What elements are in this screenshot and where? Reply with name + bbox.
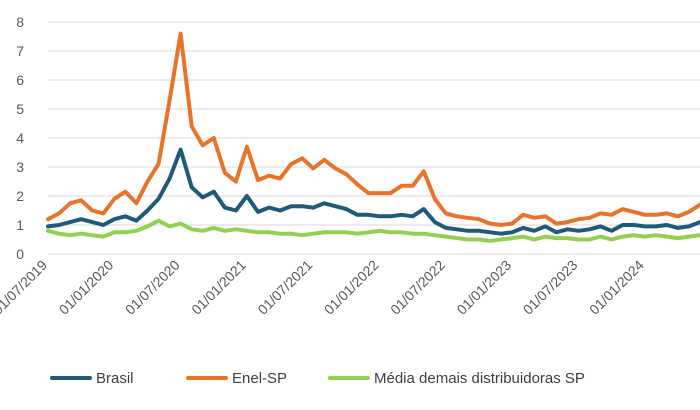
y-axis-ticks: 0 1 2 3 4 5 6 7 8 bbox=[16, 14, 24, 262]
y-tick-label: 1 bbox=[16, 217, 24, 233]
x-tick-label: 01/01/2023 bbox=[453, 257, 514, 318]
y-tick-label: 7 bbox=[16, 43, 24, 59]
y-tick-label: 3 bbox=[16, 159, 24, 175]
x-tick-label: 01/07/2021 bbox=[254, 257, 315, 318]
x-tick-label: 01/01/2024 bbox=[586, 257, 647, 318]
x-tick-label: 01/01/2022 bbox=[321, 257, 382, 318]
x-tick-label: 01/01/2020 bbox=[56, 257, 117, 318]
legend-item: Brasil bbox=[50, 370, 134, 387]
legend-label: Enel-SP bbox=[232, 370, 287, 387]
x-axis-ticks: 01/07/2019 01/01/2020 01/07/2020 01/01/2021… bbox=[0, 257, 647, 318]
y-tick-label: 0 bbox=[16, 246, 24, 262]
x-tick-label: 01/07/2023 bbox=[520, 257, 581, 318]
y-tick-label: 6 bbox=[16, 72, 24, 88]
y-tick-label: 5 bbox=[16, 101, 24, 117]
series-line-m-dia-demais-distribuidoras-sp bbox=[46, 218, 700, 243]
x-tick-label: 01/01/2021 bbox=[188, 257, 249, 318]
x-tick-label: 01/07/2020 bbox=[122, 257, 183, 318]
legend: Brasil Enel-SP Média demais distribuidoras… bbox=[50, 370, 585, 387]
x-tick-label: 01/07/2019 bbox=[0, 257, 50, 318]
gridlines bbox=[48, 21, 700, 255]
y-tick-label: 8 bbox=[16, 14, 24, 30]
y-tick-label: 4 bbox=[16, 130, 24, 146]
series-line-brasil bbox=[46, 147, 700, 236]
series-line-enel-sp bbox=[46, 31, 700, 227]
y-tick-label: 2 bbox=[16, 188, 24, 204]
legend-item: Enel-SP bbox=[186, 370, 287, 387]
legend-item: Média demais distribuidoras SP bbox=[328, 370, 585, 387]
legend-label: Brasil bbox=[96, 370, 134, 387]
series-lines bbox=[46, 31, 700, 243]
x-tick-label: 01/07/2022 bbox=[387, 257, 448, 318]
legend-label: Média demais distribuidoras SP bbox=[374, 370, 585, 387]
